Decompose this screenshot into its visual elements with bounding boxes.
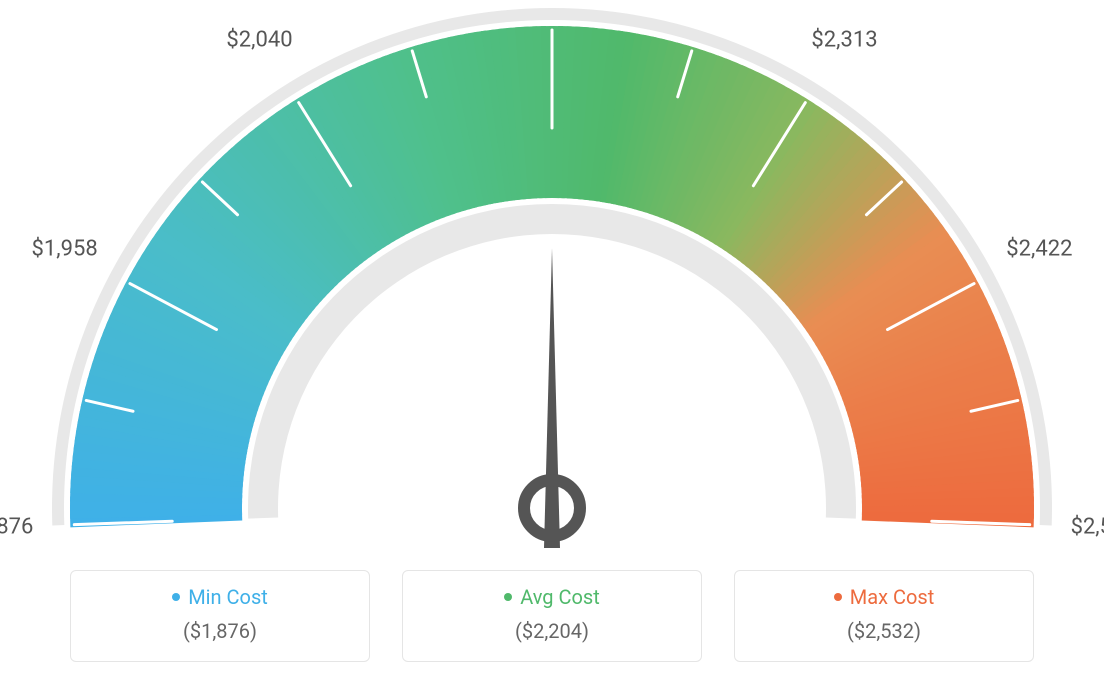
legend-label-max: Max Cost [850, 585, 935, 609]
gauge-svg [0, 0, 1104, 560]
legend-title-max: Max Cost [735, 585, 1033, 609]
gauge-tick-label: $1,958 [32, 236, 98, 261]
legend-label-avg: Avg Cost [520, 585, 600, 609]
legend-row: Min Cost ($1,876) Avg Cost ($2,204) Max … [0, 570, 1104, 690]
gauge-tick-label: $2,040 [226, 27, 292, 52]
gauge-tick-label: $2,313 [811, 27, 877, 52]
legend-card-max: Max Cost ($2,532) [734, 570, 1034, 662]
legend-value-max: ($2,532) [735, 619, 1033, 643]
legend-title-avg: Avg Cost [403, 585, 701, 609]
gauge-tick-label: $2,532 [1071, 515, 1104, 540]
legend-value-min: ($1,876) [71, 619, 369, 643]
legend-dot-avg [504, 593, 512, 601]
gauge-tick-label: $1,876 [0, 515, 33, 540]
gauge-chart: $1,876$1,958$2,040$2,204$2,313$2,422$2,5… [0, 0, 1104, 560]
legend-card-min: Min Cost ($1,876) [70, 570, 370, 662]
legend-title-min: Min Cost [71, 585, 369, 609]
legend-card-avg: Avg Cost ($2,204) [402, 570, 702, 662]
legend-value-avg: ($2,204) [403, 619, 701, 643]
legend-label-min: Min Cost [188, 585, 268, 609]
gauge-tick-label: $2,422 [1006, 236, 1072, 261]
legend-dot-min [172, 593, 180, 601]
legend-dot-max [834, 593, 842, 601]
